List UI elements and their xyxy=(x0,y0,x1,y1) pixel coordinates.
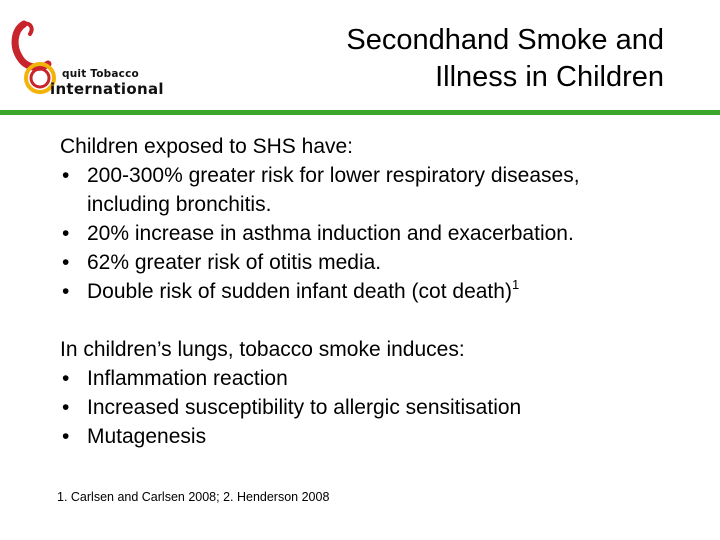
logo-bottom-text: international xyxy=(50,80,164,98)
title-line-1: Secondhand Smoke and xyxy=(346,24,664,56)
logo-top-text: quit Tobacco xyxy=(62,68,139,80)
list-item-text: 62% greater risk of otitis media. xyxy=(87,251,382,274)
references-footnote: 1. Carlsen and Carlsen 2008; 2. Henderso… xyxy=(57,490,330,504)
risk-list: • 200-300% greater risk for lower respir… xyxy=(60,161,580,308)
shs-risks-section: Children exposed to SHS have: • 200-300%… xyxy=(60,132,580,308)
lung-effects-section: In children’s lungs, tobacco smoke induc… xyxy=(60,335,521,451)
section-heading: In children’s lungs, tobacco smoke induc… xyxy=(60,338,465,361)
list-item-continuation: including bronchitis. xyxy=(87,193,272,216)
list-item-text: 200-300% greater risk for lower respirat… xyxy=(87,164,580,187)
bullet-icon: • xyxy=(62,280,70,303)
title-line-2: Illness in Children xyxy=(435,61,664,93)
list-item-text: Inflammation reaction xyxy=(87,367,288,390)
bullet-icon: • xyxy=(62,425,70,448)
title-divider xyxy=(0,110,720,115)
list-item: • 62% greater risk of otitis media. xyxy=(60,248,580,277)
reference-superscript: 1 xyxy=(511,277,520,292)
bullet-icon: • xyxy=(62,164,70,187)
swirl-logo-icon xyxy=(11,20,56,94)
bullet-icon: • xyxy=(62,222,70,245)
list-item: • Double risk of sudden infant death (co… xyxy=(60,277,580,308)
slide-title: Secondhand Smoke and Illness in Children xyxy=(346,22,664,96)
list-item: • 200-300% greater risk for lower respir… xyxy=(60,161,580,219)
bullet-icon: • xyxy=(62,367,70,390)
quit-tobacco-logo: quit Tobacco international xyxy=(10,18,165,98)
list-item: • Increased susceptibility to allergic s… xyxy=(60,393,521,422)
list-item-text: Mutagenesis xyxy=(87,425,207,448)
list-item-text: Increased susceptibility to allergic sen… xyxy=(87,396,522,419)
effects-list: • Inflammation reaction • Increased susc… xyxy=(60,364,521,451)
list-item-text: Double risk of sudden infant death (cot … xyxy=(87,280,512,303)
list-item: • Mutagenesis xyxy=(60,422,521,451)
list-item: • Inflammation reaction xyxy=(60,364,521,393)
bullet-icon: • xyxy=(62,251,70,274)
list-item-text: 20% increase in asthma induction and exa… xyxy=(87,222,574,245)
list-item: • 20% increase in asthma induction and e… xyxy=(60,219,580,248)
section-heading: Children exposed to SHS have: xyxy=(60,135,354,158)
bullet-icon: • xyxy=(62,396,70,419)
